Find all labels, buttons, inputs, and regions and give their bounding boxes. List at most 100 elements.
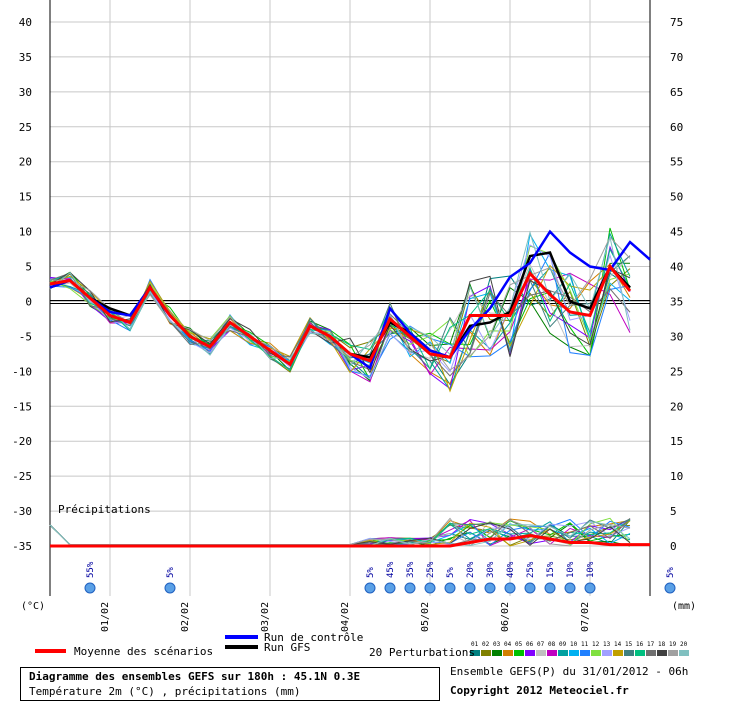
perturbation-number: 12 [592,641,600,648]
snow-percent-label: 30% [486,561,496,578]
perturbation-number: 11 [581,641,589,648]
snow-icon [464,582,476,594]
perturbation-swatch [624,650,634,656]
snow-icon [664,582,676,594]
right-tick-label: 55 [670,156,683,169]
right-tick-label: 0 [670,540,677,553]
chart-title: Diagramme des ensembles GEFS sur 180h : … [29,670,361,683]
snow-percent-label: 5% [366,567,376,578]
perturbation-swatch [547,650,557,656]
snow-icon [584,582,596,594]
perturbation-swatch [492,650,502,656]
perturbation-line [49,272,631,377]
snow-icon [564,582,576,594]
perturbation-line [49,230,631,367]
snow-icon [84,582,96,594]
legend-control-label: Run de contrôle [264,631,364,644]
perturbation-swatch [657,650,667,656]
snow-icon [164,582,176,594]
precip-label: Précipitations [58,503,151,516]
perturbation-number: 10 [570,641,578,648]
perturbation-swatch [580,650,590,656]
left-tick-label: -35 [12,540,32,553]
perturbation-number: 07 [537,641,545,648]
perturbation-swatch [503,650,513,656]
date-label: 05/02 [420,602,431,632]
perturbation-number: 20 [680,641,688,648]
perturbation-number: 18 [658,641,666,648]
snow-icon [484,582,496,594]
copyright-label: Copyright 2012 Meteociel.fr [450,684,629,697]
perturbation-number: 08 [548,641,556,648]
perturbation-number: 16 [636,641,644,648]
right-tick-label: 50 [670,191,683,204]
right-tick-label: 20 [670,400,683,413]
ensemble-run-label: Ensemble GEFS(P) du 31/01/2012 - 06h [450,665,689,678]
snow-icon [524,582,536,594]
right-unit-label: (mm) [672,601,696,612]
perturbation-number: 01 [471,641,479,648]
perturbation-number: 19 [669,641,677,648]
perturbation-number: 15 [625,641,633,648]
perturbation-line [49,264,631,393]
title-box: Diagramme des ensembles GEFS sur 180h : … [20,667,440,701]
left-unit-label: (°C) [21,601,45,612]
snow-percent-label: 5% [666,567,676,578]
right-tick-label: 60 [670,121,683,134]
left-tick-label: -15 [12,400,32,413]
right-tick-label: 45 [670,226,683,239]
snow-icon [424,582,436,594]
perturbation-number: 14 [614,641,622,648]
left-tick-label: 40 [19,16,32,29]
legend-perturbations-label: 20 Perturbations [369,646,475,659]
snow-percent-label: 40% [506,561,516,578]
perturbation-number: 06 [526,641,534,648]
perturbation-swatch [668,650,678,656]
perturbation-number: 09 [559,641,567,648]
perturbation-swatch [481,650,491,656]
snow-percent-label: 35% [406,561,416,578]
left-tick-label: -25 [12,470,32,483]
left-tick-label: 30 [19,86,32,99]
date-label: 06/02 [500,602,511,632]
right-tick-label: 35 [670,295,683,308]
left-tick-label: 15 [19,191,32,204]
right-tick-label: 10 [670,470,683,483]
snow-icon [364,582,376,594]
perturbation-precip-line [49,518,631,546]
left-tick-label: 25 [19,121,32,134]
perturbation-swatch [470,650,480,656]
perturbation-swatch [635,650,645,656]
perturbation-number: 04 [504,641,512,648]
perturbation-swatch [646,650,656,656]
chart-subtitle: Température 2m (°C) , précipitations (mm… [29,685,301,698]
right-tick-label: 25 [670,365,683,378]
snow-percent-label: 5% [166,567,176,578]
perturbation-line [49,262,631,382]
right-tick-label: 75 [670,16,683,29]
perturbation-swatch [679,650,689,656]
snow-percent-label: 15% [546,561,556,578]
legend-mean-label: Moyenne des scénarios [74,645,214,658]
perturbation-number: 17 [647,641,655,648]
perturbation-swatch [602,650,612,656]
snow-percent-label: 5% [446,567,456,578]
perturbation-swatch [514,650,524,656]
left-tick-label: 5 [25,261,32,274]
snow-percent-label: 25% [526,561,536,578]
snow-percent-label: 10% [566,561,576,578]
date-label: 07/02 [580,602,591,632]
perturbation-number: 05 [515,641,523,648]
perturbation-swatch [536,650,546,656]
perturbation-swatch [591,650,601,656]
left-tick-label: 35 [19,51,32,64]
snow-percent-label: 25% [426,561,436,578]
right-tick-label: 15 [670,435,683,448]
date-label: 04/02 [340,602,351,632]
perturbation-swatch [558,650,568,656]
snow-icon [504,582,516,594]
perturbation-swatch [525,650,535,656]
date-label: 01/02 [100,602,111,632]
date-label: 03/02 [260,602,271,632]
